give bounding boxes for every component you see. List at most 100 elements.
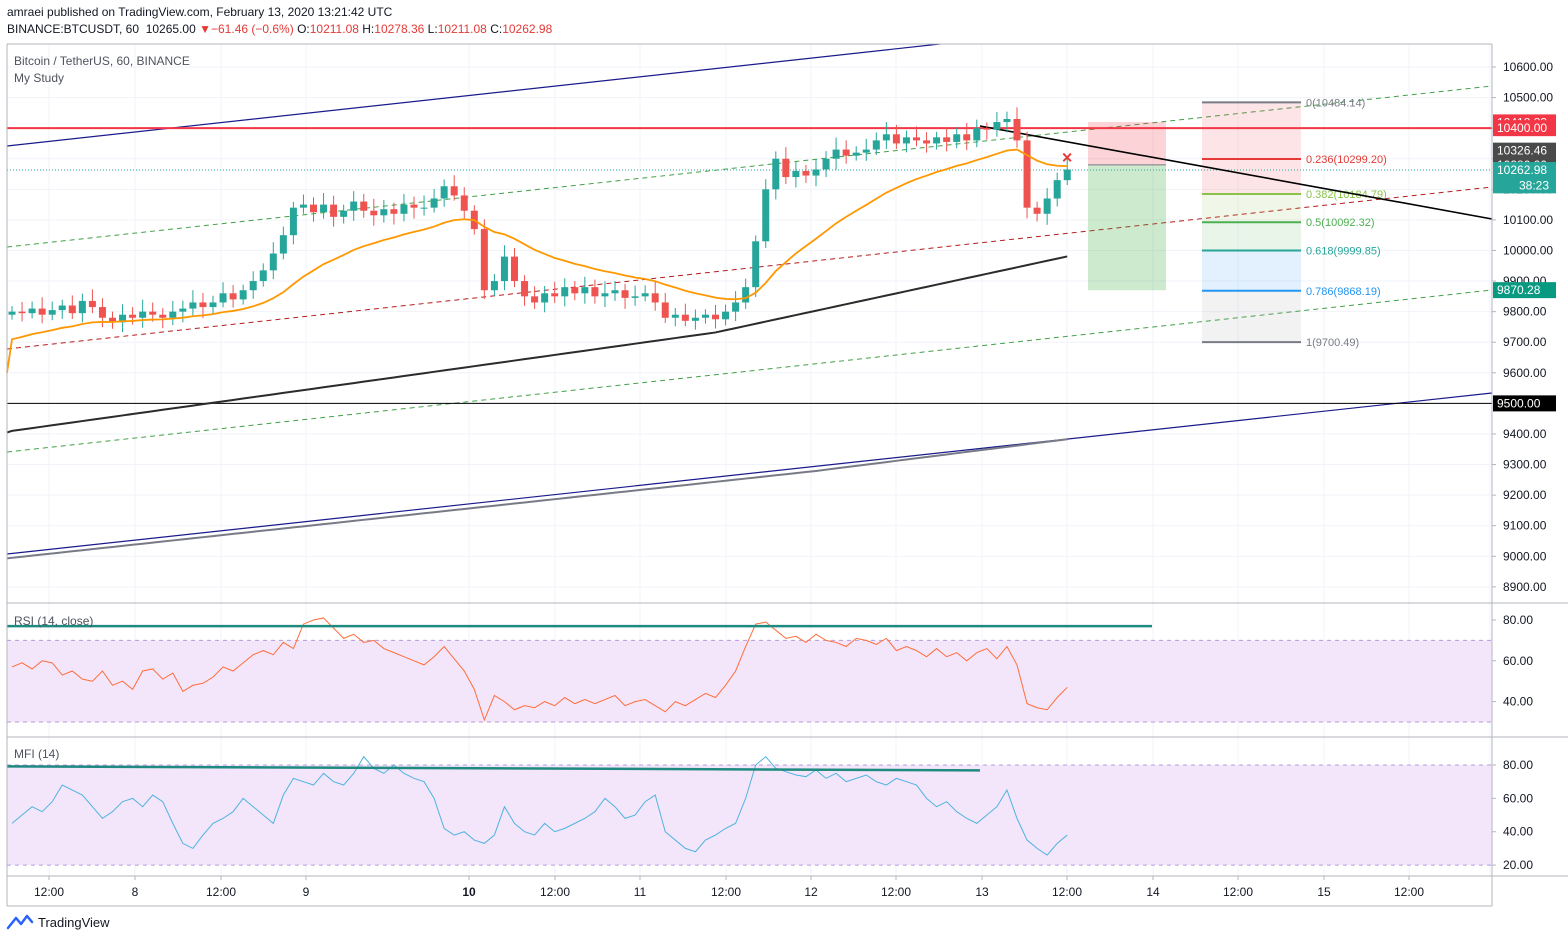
candle <box>199 292 207 319</box>
price-badge-text: 9500.00 <box>1497 396 1541 410</box>
candle-body <box>179 308 187 312</box>
tradingview-footer[interactable]: TradingView <box>6 914 110 930</box>
mfi-tick-label: 60.00 <box>1503 791 1533 805</box>
candle <box>88 289 96 314</box>
candle <box>963 122 971 151</box>
channel-green-upper <box>6 85 1493 248</box>
sma-dark-line <box>6 255 1068 434</box>
candle-body <box>581 287 589 294</box>
candle-body <box>68 305 76 314</box>
change-arrow-icon: ▼ <box>199 22 211 36</box>
candle-body <box>149 311 157 315</box>
time-tick-label: 12:00 <box>1394 885 1424 899</box>
candle <box>691 309 699 330</box>
last-price: 10265.00 <box>145 22 196 36</box>
candle-body <box>109 317 116 323</box>
candle-body <box>38 308 46 315</box>
candle-body <box>923 140 931 144</box>
candle <box>420 195 428 216</box>
candle-body <box>289 207 297 236</box>
candle <box>732 291 740 322</box>
candle-body <box>209 302 217 308</box>
fib-level-label: 0.5(10092.32) <box>1306 217 1375 229</box>
price-badge: 10400.00 <box>1493 120 1556 137</box>
candle-body <box>641 293 649 297</box>
time-tick-label: 12 <box>804 885 818 899</box>
fib-level-label: 0.236(10299.20) <box>1306 154 1387 166</box>
candle <box>1053 172 1061 207</box>
candle <box>38 297 46 324</box>
candle-body <box>973 128 981 141</box>
mfi-line <box>11 755 1068 856</box>
price-tick-label: 10500.00 <box>1503 91 1553 105</box>
time-tick-label: 12:00 <box>34 885 64 899</box>
time-tick-label: 12:00 <box>206 885 236 899</box>
candle <box>320 192 328 219</box>
candle-body <box>420 207 428 209</box>
price-badge-bg <box>1493 395 1556 412</box>
price-tick-label: 9200.00 <box>1503 488 1547 502</box>
price-tick-label: 9600.00 <box>1503 366 1547 380</box>
candle-body <box>500 256 508 282</box>
candle <box>641 285 649 302</box>
open-value: 10211.08 <box>309 22 359 36</box>
price-tick-label: 9300.00 <box>1503 458 1547 472</box>
candle-body <box>732 302 740 312</box>
candle-body <box>8 311 16 315</box>
candle-body <box>993 122 1001 130</box>
mfi-tick-label: 20.00 <box>1503 858 1533 872</box>
time-tick-label: 12:00 <box>1223 885 1253 899</box>
high-value: 10278.36 <box>374 22 425 36</box>
candle <box>973 119 981 148</box>
candle <box>862 138 870 161</box>
price-tick-label: 10100.00 <box>1503 213 1553 227</box>
price-badge-bg <box>1493 162 1556 179</box>
candle <box>913 126 920 147</box>
fib-level-label: 0.618(9999.85) <box>1306 246 1381 258</box>
candle-body <box>591 287 599 297</box>
drawings-layer: 0(10484.14) 0.236(10299.20) 0.382(10184.79… <box>6 43 1493 555</box>
candle-body <box>410 204 418 208</box>
candle <box>460 187 468 220</box>
close-label: C: <box>490 22 503 36</box>
candle-body <box>691 317 699 321</box>
candle <box>139 299 147 328</box>
candle <box>229 285 237 308</box>
candle-body <box>219 293 227 303</box>
candle <box>611 281 619 301</box>
candle-body <box>822 158 830 170</box>
candle-body <box>802 170 810 176</box>
candle-body <box>913 137 920 141</box>
price-tick-label: 9800.00 <box>1503 305 1547 319</box>
candle <box>279 226 287 260</box>
candle <box>591 279 599 304</box>
candle-body <box>88 300 96 308</box>
take-profit-zone <box>1088 164 1166 291</box>
candle <box>661 292 669 323</box>
price-tick-label: 9700.00 <box>1503 335 1547 349</box>
candle-body <box>340 210 348 217</box>
candle-body <box>269 253 277 271</box>
candle <box>370 198 378 226</box>
ohlc-bar: BINANCE:BTCUSDT, 60 10265.00 ▼−61.46 (−0… <box>7 22 552 36</box>
candle <box>671 307 679 327</box>
candle-body <box>862 149 870 153</box>
fib-zone <box>1202 102 1301 159</box>
candle <box>490 274 498 297</box>
candle <box>58 299 66 319</box>
time-tick-label: 13 <box>975 885 989 899</box>
fib-zone <box>1202 193 1301 223</box>
symbol-label[interactable]: BINANCE:BTCUSDT, 60 <box>7 22 140 36</box>
time-tick-label: 11 <box>634 885 647 899</box>
rsi-tick-label: 60.00 <box>1503 654 1533 668</box>
candle-body <box>360 201 368 211</box>
candle-body <box>239 290 247 300</box>
price-badge-bg <box>1493 282 1556 299</box>
candle <box>119 304 127 333</box>
candle-body <box>882 134 890 141</box>
candle-body <box>511 256 518 282</box>
candle <box>360 193 368 218</box>
candle-body <box>199 302 207 308</box>
candle <box>109 311 116 329</box>
